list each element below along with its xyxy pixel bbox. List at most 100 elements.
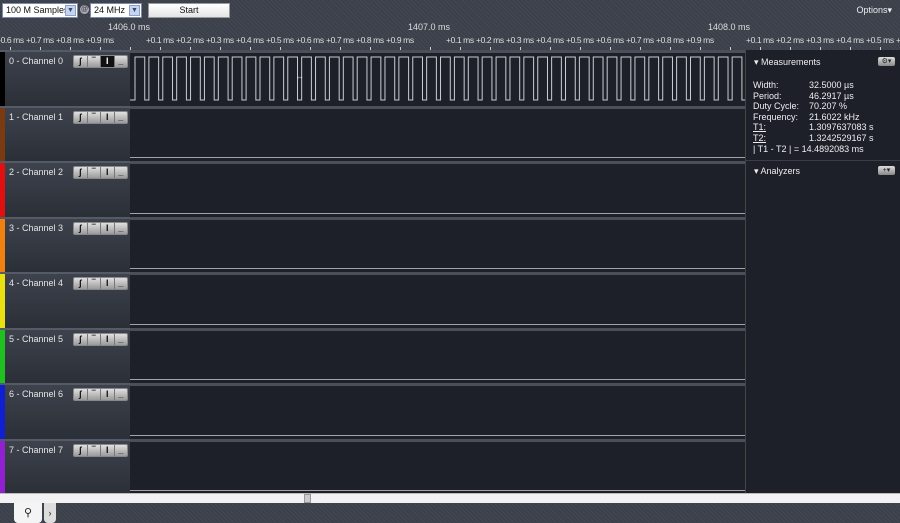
channel-label-panel[interactable]: 3 - Channel 3 ʃ ‾ Ɩ _ xyxy=(0,216,130,272)
trigger-low-button[interactable]: _ xyxy=(118,389,124,399)
trigger-high-button[interactable]: ‾ xyxy=(88,444,101,456)
channel-name[interactable]: 2 - Channel 2 xyxy=(9,167,64,177)
trigger-falling-edge-button[interactable]: Ɩ xyxy=(101,389,115,400)
channel-color-bar xyxy=(0,52,5,106)
trigger-high-button[interactable]: ‾ xyxy=(88,278,101,289)
trigger-falling-edge-button[interactable]: Ɩ xyxy=(101,333,115,345)
sample-rate-value: 24 MHz xyxy=(94,5,126,15)
start-button[interactable]: Start xyxy=(148,3,230,18)
channel-name[interactable]: 1 - Channel 1 xyxy=(9,111,64,122)
measurement-key[interactable]: T2: xyxy=(753,132,767,143)
ruler-minor-label: +0.7 ms xyxy=(26,35,54,45)
trigger-high-button[interactable]: ‾ xyxy=(88,333,101,345)
channel-label-panel[interactable]: 1 - Channel 1 ʃ ‾ Ɩ _ xyxy=(0,105,130,161)
trigger-low-button[interactable]: _ xyxy=(118,333,124,344)
channel-color-bar xyxy=(0,440,5,494)
channel-name[interactable]: 4 - Channel 4 xyxy=(9,278,64,288)
waveform-low-line xyxy=(130,212,745,214)
channel-name[interactable]: 7 - Channel 7 xyxy=(9,444,64,455)
channel-waveform[interactable] xyxy=(130,105,745,161)
channel-label-panel[interactable]: 5 - Channel 5 ʃ ‾ Ɩ _ xyxy=(0,327,130,383)
trigger-high-button[interactable]: ‾ xyxy=(88,389,101,400)
ruler-minor-label: +0.2 ms xyxy=(476,35,504,45)
channel-name[interactable]: 0 - Channel 0 xyxy=(9,56,64,66)
channel-waveform[interactable] xyxy=(130,161,745,217)
ruler-minor-label: +0.1 ms xyxy=(146,35,174,45)
channel-waveform[interactable] xyxy=(130,438,745,494)
channel-waveform[interactable] xyxy=(130,383,745,439)
ruler-tick xyxy=(280,47,281,50)
trigger-high-button[interactable]: ‾ xyxy=(88,111,101,123)
add-analyzer-icon[interactable]: +▾ xyxy=(878,166,895,175)
search-tab[interactable]: ⚲ xyxy=(14,503,42,523)
gear-icon[interactable]: ⚙▾ xyxy=(878,57,895,66)
measurements-header[interactable]: ▾ Measurements ⚙▾ xyxy=(746,52,900,70)
trigger-buttons: ʃ ‾ Ɩ _ xyxy=(73,221,128,235)
chevron-down-icon[interactable]: ▼ xyxy=(65,5,76,16)
trigger-rising-edge-button[interactable]: ʃ xyxy=(74,222,88,234)
ruler-minor-label: +0.6 ms xyxy=(896,35,900,45)
measurement-key[interactable]: T1: xyxy=(753,122,767,133)
ruler-tick xyxy=(370,47,371,50)
ruler-tick xyxy=(640,47,641,50)
sample-rate-select[interactable]: 24 MHz ▼ xyxy=(90,3,142,18)
ruler-tick xyxy=(340,47,341,50)
channel-label-panel[interactable]: 2 - Channel 2 ʃ ‾ Ɩ _ xyxy=(0,161,130,217)
trigger-low-button[interactable]: _ xyxy=(118,56,124,66)
measurement-value: 1.3097637083 s xyxy=(809,122,874,133)
ruler-minor-label: +0.9 ms xyxy=(686,35,714,45)
sample-count-select[interactable]: 100 M Samples ▼ xyxy=(2,3,78,18)
trigger-high-button[interactable]: ‾ xyxy=(88,167,101,178)
channel-label-panel[interactable]: 0 - Channel 0 ʃ ‾ Ɩ _ xyxy=(0,50,130,106)
trigger-rising-edge-button[interactable]: ʃ xyxy=(74,444,88,456)
channel-label-panel[interactable]: 6 - Channel 6 ʃ ‾ Ɩ _ xyxy=(0,383,130,439)
channel-waveform[interactable] xyxy=(130,216,745,272)
channel-name[interactable]: 5 - Channel 5 xyxy=(9,333,64,344)
trigger-rising-edge-button[interactable]: ʃ xyxy=(74,278,88,289)
trigger-rising-edge-button[interactable]: ʃ xyxy=(74,111,88,123)
trigger-high-button[interactable]: ‾ xyxy=(88,222,101,234)
measurement-key: Duty Cycle: xyxy=(753,101,800,112)
toolbar: 100 M Samples ▼ @ 24 MHz ▼ Start Options▾ xyxy=(0,0,900,20)
channel-label-panel[interactable]: 7 - Channel 7 ʃ ‾ Ɩ _ xyxy=(0,438,130,494)
channel-waveform[interactable] xyxy=(130,272,745,328)
bottom-tabs: ⚲ › xyxy=(0,503,900,523)
channel-color-bar xyxy=(0,274,5,328)
analyzers-header[interactable]: ▾ Analyzers +▾ xyxy=(746,160,900,178)
trigger-low-button[interactable]: _ xyxy=(118,278,124,288)
trigger-falling-edge-button[interactable]: Ɩ xyxy=(101,444,115,456)
trigger-low-button[interactable]: _ xyxy=(118,111,124,122)
expand-tab[interactable]: › xyxy=(44,503,56,523)
trigger-buttons: ʃ ‾ Ɩ _ xyxy=(73,277,128,290)
channel-waveform[interactable] xyxy=(130,327,745,383)
trigger-rising-edge-button[interactable]: ʃ xyxy=(74,167,88,178)
ruler-tick xyxy=(550,47,551,50)
trigger-rising-edge-button[interactable]: ʃ xyxy=(74,56,88,67)
trigger-rising-edge-button[interactable]: ʃ xyxy=(74,389,88,400)
trigger-low-button[interactable]: _ xyxy=(118,222,124,233)
channel-name[interactable]: 3 - Channel 3 xyxy=(9,222,64,233)
trigger-rising-edge-button[interactable]: ʃ xyxy=(74,333,88,345)
trigger-falling-edge-button[interactable]: Ɩ xyxy=(101,56,115,67)
scrollbar-thumb[interactable] xyxy=(304,494,311,503)
ruler-major-label: 1407.0 ms xyxy=(408,22,451,32)
channel-name[interactable]: 6 - Channel 6 xyxy=(9,389,64,399)
trigger-falling-edge-button[interactable]: Ɩ xyxy=(101,222,115,234)
trigger-high-button[interactable]: ‾ xyxy=(88,56,101,67)
ruler-tick xyxy=(790,47,791,50)
channel-row: 5 - Channel 5 ʃ ‾ Ɩ _ xyxy=(0,327,745,383)
horizontal-scrollbar[interactable] xyxy=(0,493,900,503)
trigger-low-button[interactable]: _ xyxy=(118,167,124,177)
trigger-falling-edge-button[interactable]: Ɩ xyxy=(101,278,115,289)
chevron-down-icon[interactable]: ▼ xyxy=(129,5,140,16)
channel-label-panel[interactable]: 4 - Channel 4 ʃ ‾ Ɩ _ xyxy=(0,272,130,328)
options-menu[interactable]: Options▾ xyxy=(856,5,892,15)
channel-color-bar xyxy=(0,385,5,439)
ruler-minor-label: +0.8 ms xyxy=(356,35,384,45)
trigger-falling-edge-button[interactable]: Ɩ xyxy=(101,167,115,178)
trigger-low-button[interactable]: _ xyxy=(118,444,124,455)
channel-waveform[interactable]: ↔ xyxy=(130,50,745,106)
trigger-falling-edge-button[interactable]: Ɩ xyxy=(101,111,115,123)
channel-row: 3 - Channel 3 ʃ ‾ Ɩ _ xyxy=(0,216,745,272)
